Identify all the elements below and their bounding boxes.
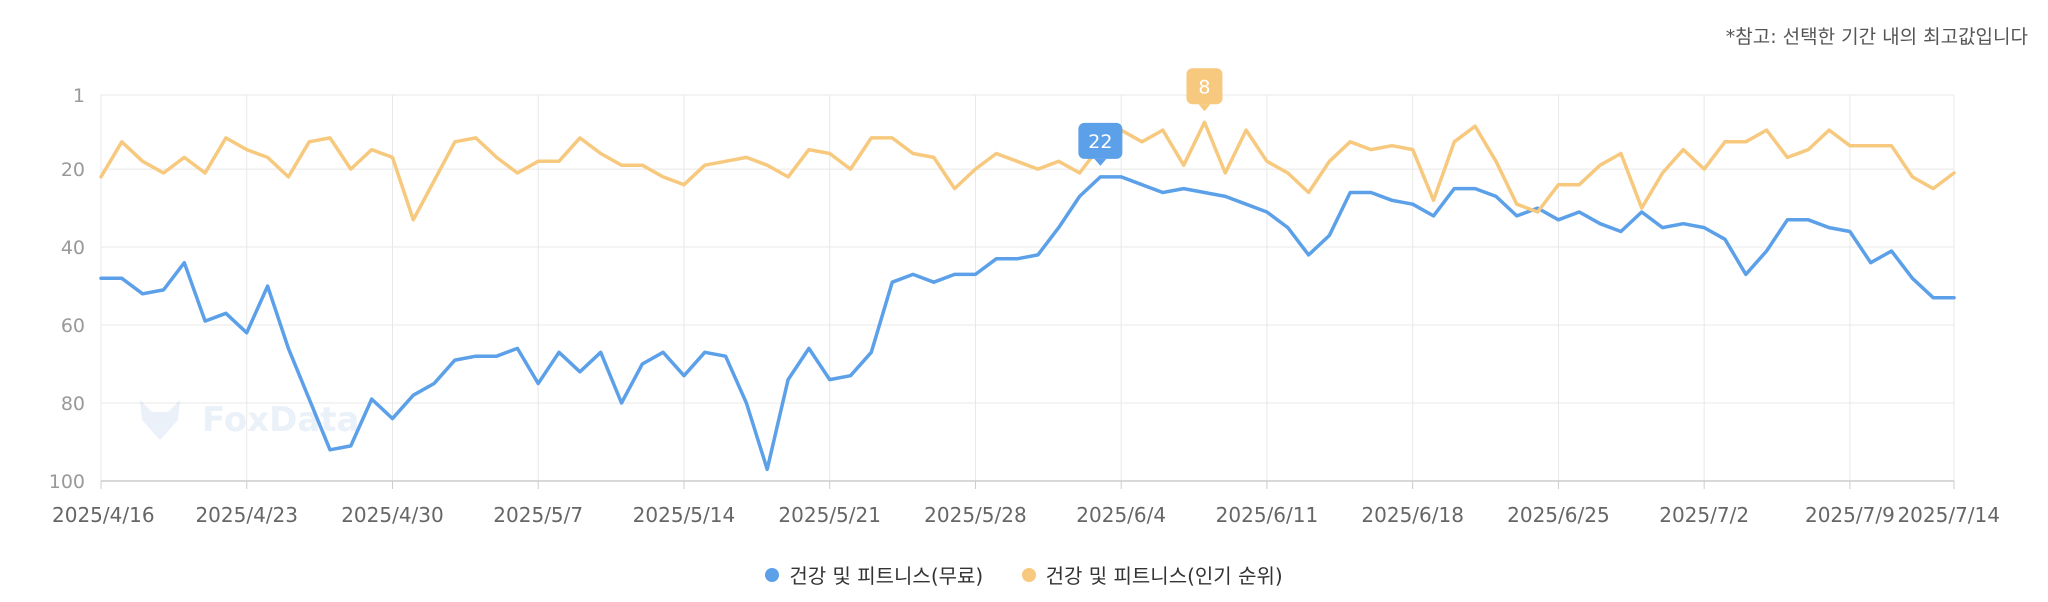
peak-callout-label: 8 [1198, 76, 1210, 98]
legend-label-popular: 건강 및 피트니스(인기 순위) [1045, 564, 1283, 588]
x-tick-label: 2025/4/23 [195, 503, 298, 527]
peak-value-note: *참고: 선택한 기간 내의 최고값입니다 [1725, 26, 2028, 48]
watermark-text: FoxData [202, 400, 360, 440]
y-tick-label: 60 [61, 315, 85, 337]
x-tick-label: 2025/4/30 [341, 503, 444, 527]
peak-callout-box [1078, 122, 1123, 159]
y-tick-label: 1 [73, 85, 85, 107]
legend-dot-free [765, 567, 780, 582]
peak-callout-pointer [1094, 158, 1107, 166]
fox-logo-icon [140, 400, 180, 440]
y-tick-label: 100 [49, 471, 85, 493]
x-tick-label: 2025/6/18 [1361, 503, 1464, 527]
y-tick-label: 40 [61, 237, 85, 259]
x-tick-label: 2025/6/11 [1216, 503, 1319, 527]
y-tick-label: 20 [61, 159, 85, 181]
x-tick-label: 2025/5/28 [924, 503, 1027, 527]
chart-legend: 건강 및 피트니스(무료) 건강 및 피트니스(인기 순위) [0, 560, 2048, 589]
series-line-popular [99, 120, 1956, 222]
x-tick-label: 2025/7/9 [1805, 503, 1895, 527]
x-tick-label: 2025/7/2 [1659, 503, 1749, 527]
line-chart: 1 20 40 60 80 100 2025/4/16 2025/4/23 2025/4/30 2… [49, 68, 2000, 527]
legend-item-popular[interactable]: 건강 및 피트니스(인기 순위) [1021, 560, 1283, 589]
legend-dot-popular [1021, 567, 1036, 582]
x-tick-label: 2025/4/16 [52, 503, 155, 527]
x-tick-label: 2025/7/14 [1897, 503, 2000, 527]
x-tick-label: 2025/6/4 [1076, 503, 1166, 527]
x-tick-label: 2025/6/25 [1507, 503, 1610, 527]
x-tick-label: 2025/5/14 [633, 503, 736, 527]
foxdata-watermark: FoxData [136, 396, 360, 444]
peak-callout-label: 22 [1088, 131, 1112, 153]
legend-label-free: 건강 및 피트니스(무료) [789, 564, 984, 588]
peak-callout-box [1186, 68, 1223, 105]
y-tick-label: 80 [61, 393, 85, 415]
peak-callout-pointer [1198, 104, 1211, 112]
legend-item-free[interactable]: 건강 및 피트니스(무료) [765, 560, 983, 589]
x-tick-label: 2025/5/7 [493, 503, 583, 527]
series-line-free [99, 175, 1956, 472]
x-tick-label: 2025/5/21 [778, 503, 881, 527]
